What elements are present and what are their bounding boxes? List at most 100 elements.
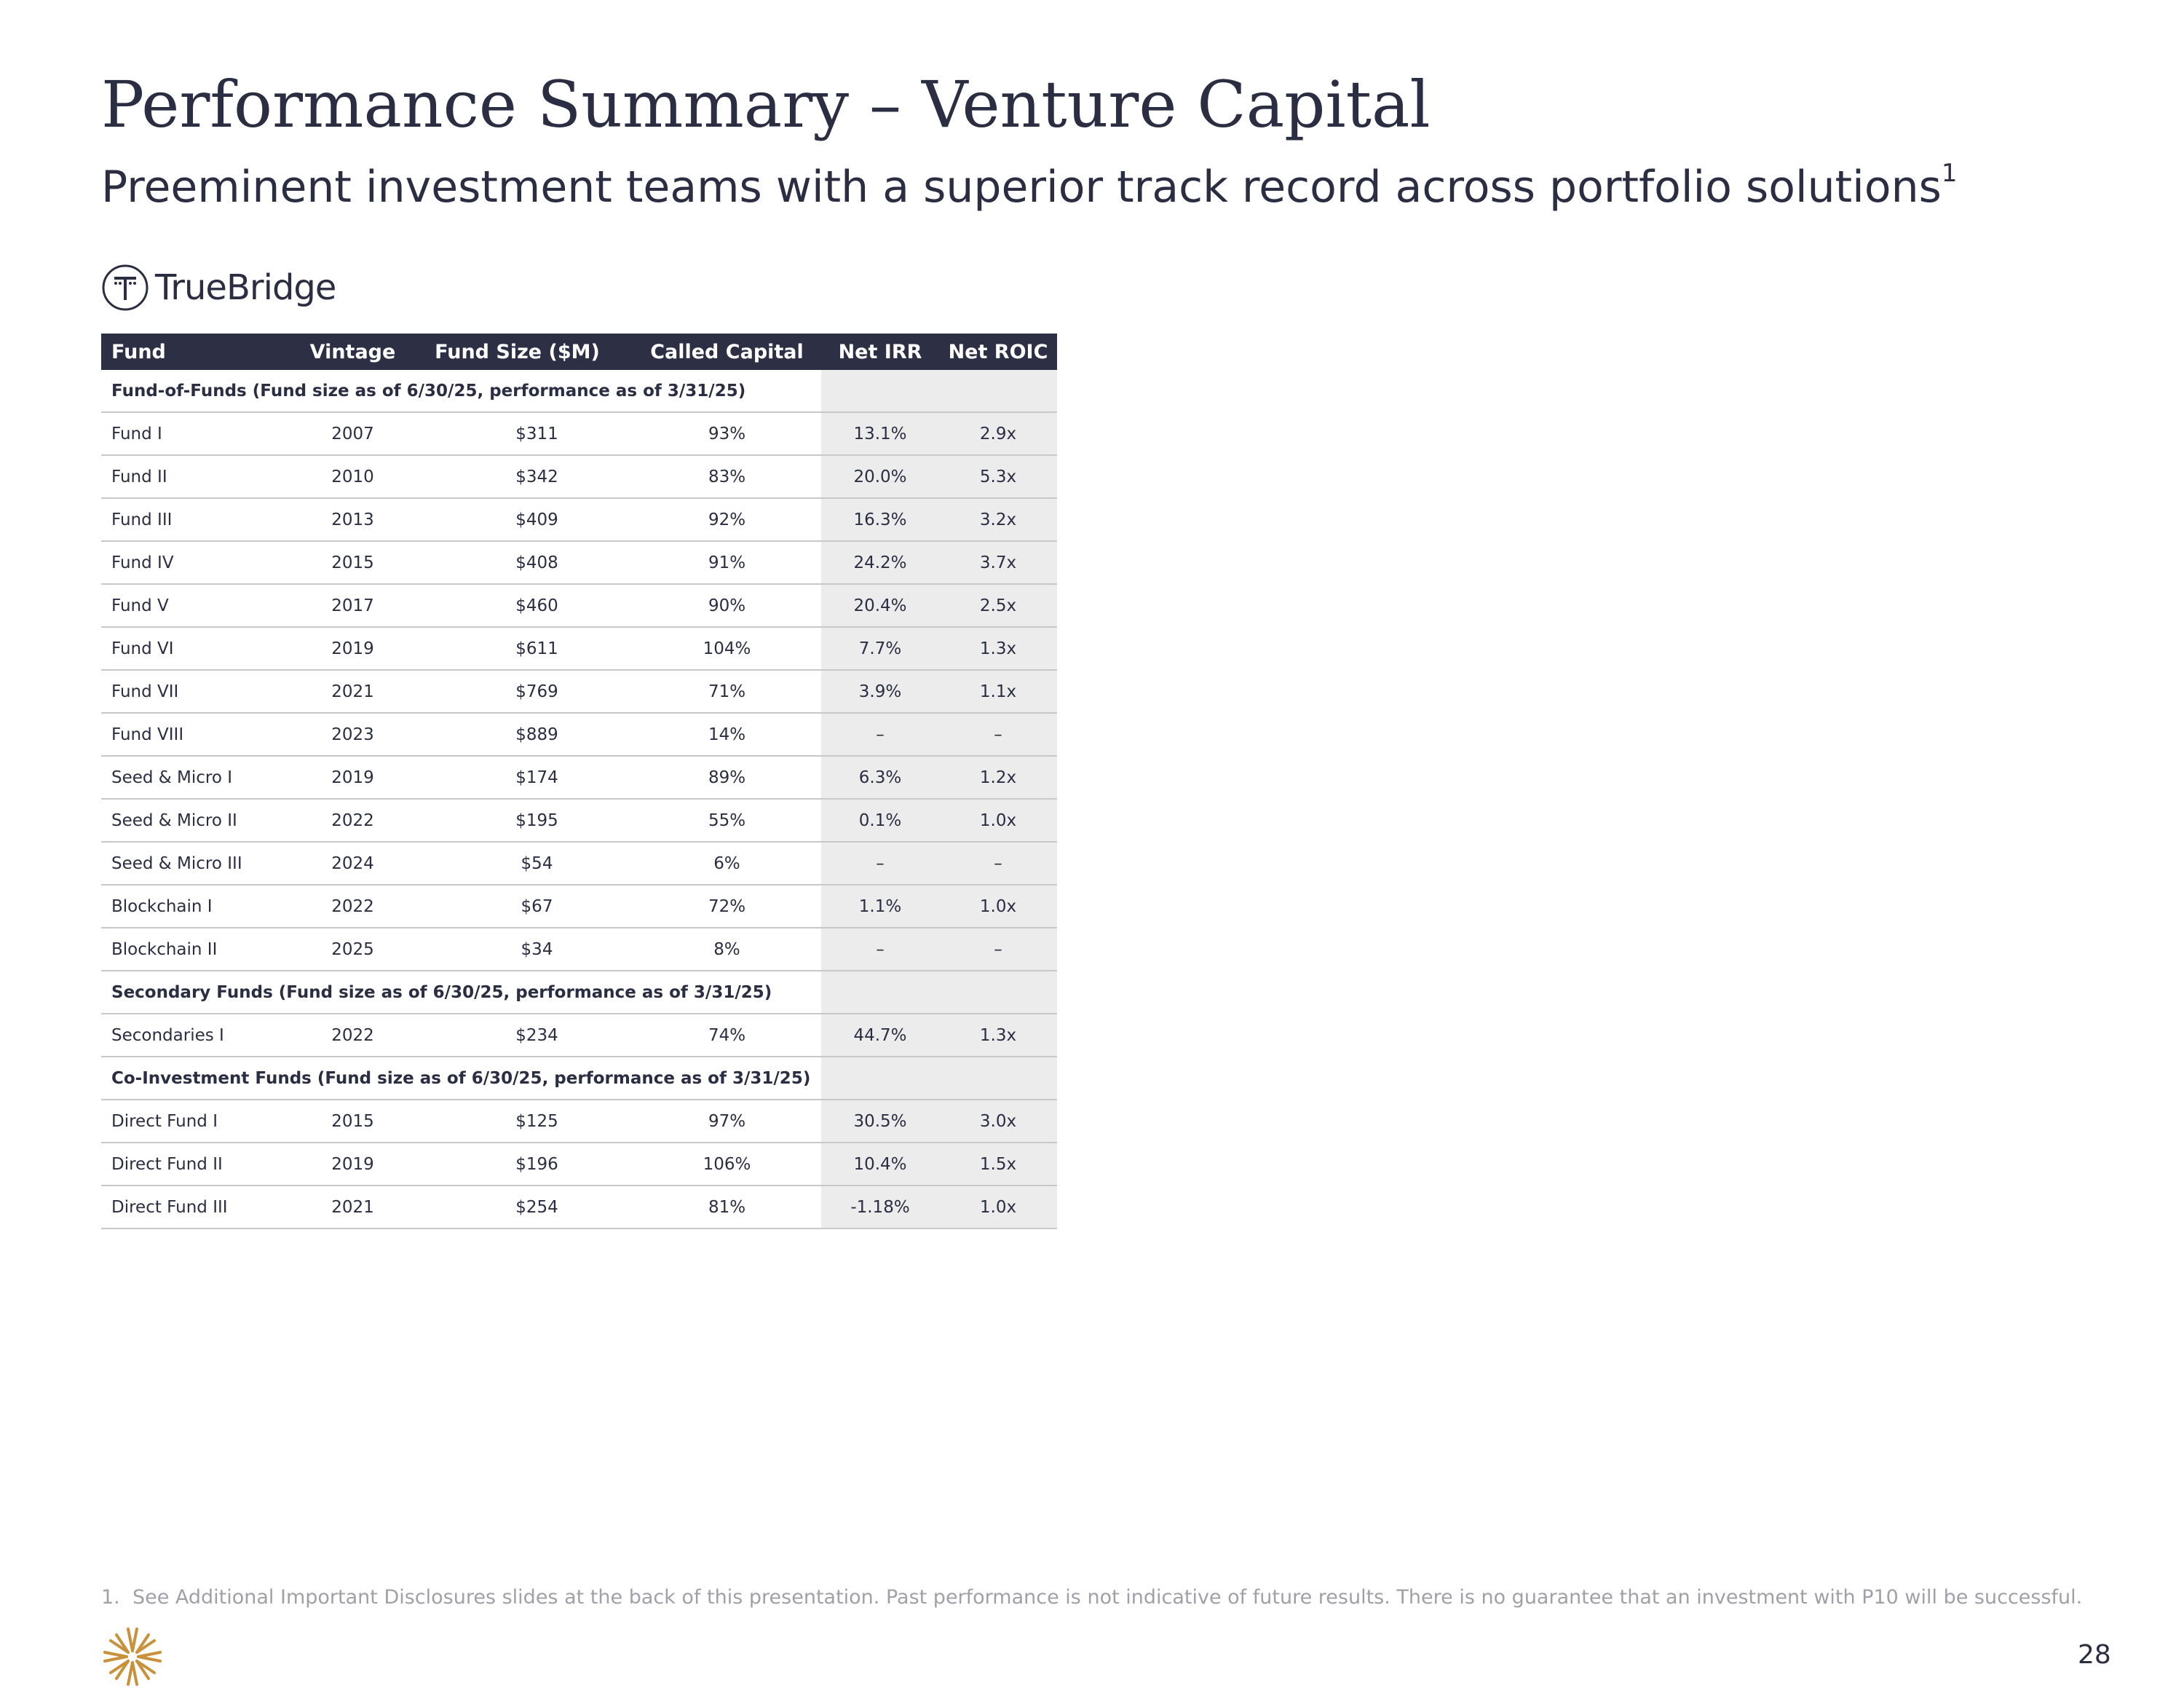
cell: 13.1%	[821, 412, 939, 456]
cell: 2022	[304, 885, 402, 928]
cell: 14%	[633, 713, 821, 757]
cell: 104%	[633, 627, 821, 671]
footnote: 1. See Additional Important Disclosures …	[101, 1586, 2082, 1609]
title: Performance Summary – Venture Capital	[101, 67, 1431, 142]
table-row: Seed & Micro III 2024 $54 6% – –	[101, 842, 1057, 886]
cell: 20.4%	[821, 584, 939, 628]
cell: Fund II	[101, 455, 304, 499]
table-row: Direct Fund II 2019 $196 106% 10.4% 1.5x	[101, 1143, 1057, 1186]
cell: Fund I	[101, 412, 304, 456]
cell: –	[939, 713, 1057, 757]
column-header: Vintage	[304, 334, 402, 370]
cell: –	[821, 713, 939, 757]
cell: $460	[402, 584, 633, 628]
cell: 55%	[633, 799, 821, 843]
section-row: Fund-of-Funds (Fund size as of 6/30/25, …	[101, 370, 1057, 413]
footnote-text: See Additional Important Disclosures sli…	[132, 1586, 2083, 1609]
logo-text: TrueBridge	[155, 267, 336, 308]
table-row: Secondaries I 2022 $234 74% 44.7% 1.3x	[101, 1014, 1057, 1057]
cell: $254	[402, 1186, 633, 1229]
cell: 1.0x	[939, 1186, 1057, 1229]
cell: –	[939, 842, 1057, 886]
cell: 2025	[304, 928, 402, 971]
cell	[821, 370, 939, 413]
cell: –	[821, 842, 939, 886]
cell: Blockchain I	[101, 885, 304, 928]
cell: Fund VI	[101, 627, 304, 671]
cell: -1.18%	[821, 1186, 939, 1229]
section-row: Co-Investment Funds (Fund size as of 6/3…	[101, 1057, 1057, 1100]
table-row: Seed & Micro I 2019 $174 89% 6.3% 1.2x	[101, 756, 1057, 800]
cell: 1.3x	[939, 627, 1057, 671]
logo: TrueBridge	[101, 264, 336, 312]
cell: 1.0x	[939, 799, 1057, 843]
table-row: Fund II 2010 $342 83% 20.0% 5.3x	[101, 455, 1057, 499]
column-header: Fund	[101, 334, 304, 370]
cell: 72%	[633, 885, 821, 928]
cell: 2019	[304, 1143, 402, 1186]
cell: 83%	[633, 455, 821, 499]
table-row: Fund VII 2021 $769 71% 3.9% 1.1x	[101, 670, 1057, 714]
cell: 90%	[633, 584, 821, 628]
column-header: Net ROIC	[939, 334, 1057, 370]
cell: 89%	[633, 756, 821, 800]
cell: 2022	[304, 799, 402, 843]
cell: 1.1%	[821, 885, 939, 928]
cell: Blockchain II	[101, 928, 304, 971]
table-row: Fund IV 2015 $408 91% 24.2% 3.7x	[101, 541, 1057, 585]
cell	[939, 971, 1057, 1014]
table-row: Fund III 2013 $409 92% 16.3% 3.2x	[101, 498, 1057, 542]
cell: 2022	[304, 1014, 402, 1057]
cell: 24.2%	[821, 541, 939, 585]
cell: 1.1x	[939, 670, 1057, 714]
cell: 2019	[304, 756, 402, 800]
cell: $409	[402, 498, 633, 542]
cell	[939, 1057, 1057, 1100]
cell: 93%	[633, 412, 821, 456]
page-number: 28	[2078, 1640, 2111, 1670]
table-row: Direct Fund I 2015 $125 97% 30.5% 3.0x	[101, 1100, 1057, 1143]
cell: 2024	[304, 842, 402, 886]
cell	[821, 1057, 939, 1100]
section-row: Secondary Funds (Fund size as of 6/30/25…	[101, 971, 1057, 1014]
cell	[821, 971, 939, 1014]
cell: Seed & Micro I	[101, 756, 304, 800]
cell: $889	[402, 713, 633, 757]
cell: 7.7%	[821, 627, 939, 671]
header-row: Fund Vintage Fund Size ($M) Called Capital N…	[101, 334, 1057, 370]
subtitle: Preeminent investment teams with a super…	[101, 159, 1958, 213]
cell: 81%	[633, 1186, 821, 1229]
column-header: Net IRR	[821, 334, 939, 370]
table-row: Fund VIII 2023 $889 14% – –	[101, 713, 1057, 757]
cell: Secondaries I	[101, 1014, 304, 1057]
cell: 2015	[304, 1100, 402, 1143]
table-row: Blockchain II 2025 $34 8% – –	[101, 928, 1057, 971]
logo-icon	[102, 264, 149, 311]
cell: $34	[402, 928, 633, 971]
section-title: Fund-of-Funds (Fund size as of 6/30/25, …	[101, 370, 821, 413]
cell: 20.0%	[821, 455, 939, 499]
cell: 92%	[633, 498, 821, 542]
performance-table: Fund Vintage Fund Size ($M) Called Capital N…	[101, 334, 1057, 1229]
cell: 91%	[633, 541, 821, 585]
table-row: Fund I 2007 $311 93% 13.1% 2.9x	[101, 412, 1057, 456]
cell: $54	[402, 842, 633, 886]
cell: $342	[402, 455, 633, 499]
cell: $196	[402, 1143, 633, 1186]
cell: 1.3x	[939, 1014, 1057, 1057]
cell: Seed & Micro II	[101, 799, 304, 843]
cell: 1.5x	[939, 1143, 1057, 1186]
cell: –	[821, 928, 939, 971]
cell: 2.9x	[939, 412, 1057, 456]
cell: $125	[402, 1100, 633, 1143]
cell: 2021	[304, 1186, 402, 1229]
column-header: Called Capital	[633, 334, 821, 370]
cell: Fund VIII	[101, 713, 304, 757]
cell: 106%	[633, 1143, 821, 1186]
cell: 30.5%	[821, 1100, 939, 1143]
cell: Fund III	[101, 498, 304, 542]
cell: $234	[402, 1014, 633, 1057]
cell: 74%	[633, 1014, 821, 1057]
cell: 2013	[304, 498, 402, 542]
cell: 10.4%	[821, 1143, 939, 1186]
